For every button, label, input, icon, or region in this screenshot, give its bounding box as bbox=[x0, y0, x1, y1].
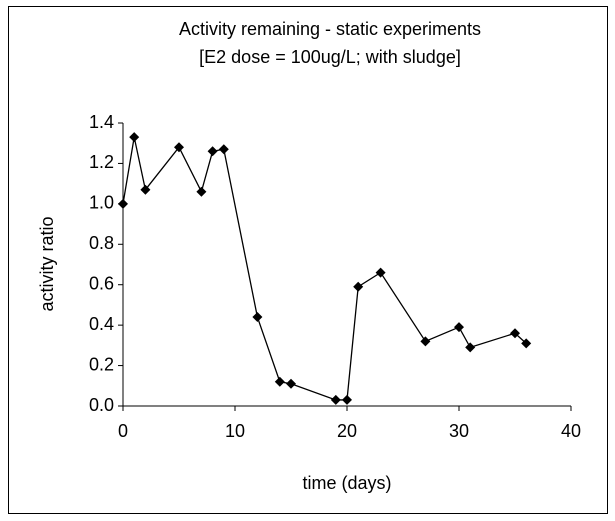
data-point bbox=[454, 322, 464, 333]
data-point bbox=[274, 376, 285, 387]
data-point bbox=[521, 338, 532, 349]
chart-subtitle: [E2 dose = 100ug/L; with sludge] bbox=[199, 47, 461, 67]
y-tick-label: 1.4 bbox=[89, 112, 114, 132]
data-point bbox=[465, 342, 476, 353]
data-point bbox=[420, 336, 431, 347]
data-point bbox=[286, 378, 296, 389]
x-tick-label: 20 bbox=[337, 421, 357, 441]
data-point bbox=[207, 146, 218, 157]
data-point bbox=[118, 198, 128, 209]
data-point bbox=[353, 281, 364, 292]
y-tick-label: 1.2 bbox=[89, 152, 114, 172]
chart-border bbox=[8, 6, 608, 514]
y-tick-label: 0.8 bbox=[89, 233, 114, 253]
y-tick-label: 0.4 bbox=[89, 314, 114, 334]
data-point bbox=[330, 394, 341, 405]
x-tick-label: 0 bbox=[118, 421, 128, 441]
data-point bbox=[375, 267, 386, 278]
y-tick-label: 0.0 bbox=[89, 395, 114, 415]
x-axis-label: time (days) bbox=[302, 473, 391, 493]
data-point bbox=[129, 132, 140, 143]
chart-title: Activity remaining - static experiments bbox=[179, 19, 481, 39]
y-axis-label: activity ratio bbox=[37, 216, 57, 311]
y-tick-label: 1.0 bbox=[89, 193, 114, 213]
data-point bbox=[342, 394, 352, 405]
data-point bbox=[196, 186, 207, 197]
data-point bbox=[510, 328, 520, 339]
y-tick-label: 0.6 bbox=[89, 273, 114, 293]
y-tick-label: 0.2 bbox=[89, 354, 114, 374]
x-tick-label: 10 bbox=[225, 421, 245, 441]
data-point bbox=[140, 184, 151, 195]
data-point bbox=[218, 144, 229, 155]
x-tick-label: 40 bbox=[561, 421, 581, 441]
x-tick-label: 30 bbox=[449, 421, 469, 441]
data-point bbox=[252, 312, 263, 323]
data-point bbox=[174, 142, 184, 153]
